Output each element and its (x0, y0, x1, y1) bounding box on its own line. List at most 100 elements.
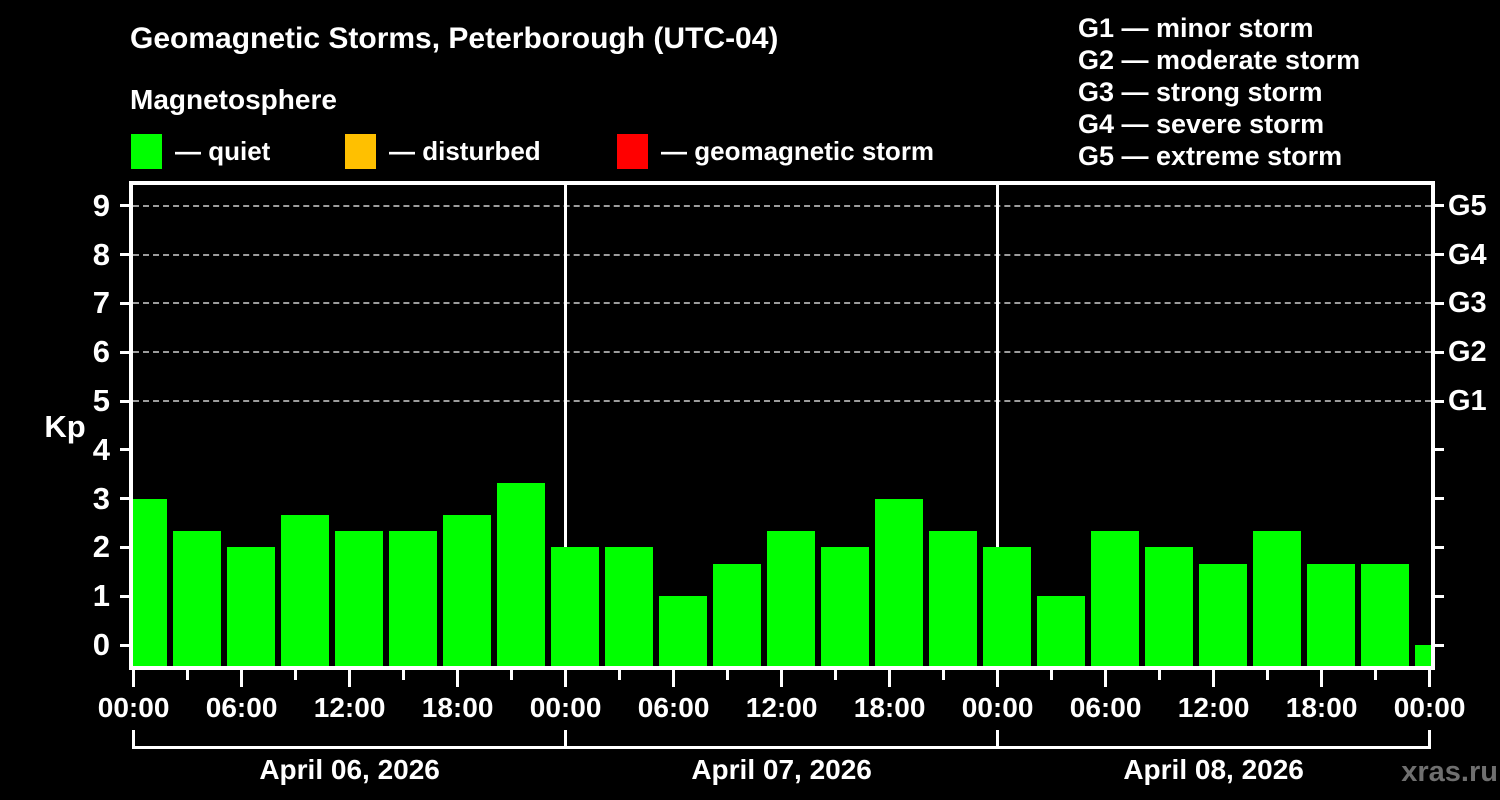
y-axis-tick-right (1435, 448, 1444, 452)
kp-bar (133, 498, 167, 666)
kp-bar (874, 498, 923, 666)
kp-bar (766, 531, 815, 666)
y-axis-tick-label: 2 (92, 529, 110, 565)
y-axis-tick-left (120, 594, 129, 598)
y-axis-tick-right (1435, 253, 1444, 257)
date-bracket-riser (564, 730, 568, 749)
g-scale-label-g4: G4 (1448, 238, 1487, 271)
x-axis-tick-label: 06:00 (205, 692, 278, 723)
x-axis-tick (618, 670, 622, 680)
x-axis-tick (1374, 670, 1378, 680)
storm-scale-line-g3: G3 — strong storm (1078, 77, 1323, 107)
y-axis-tick-label: 4 (92, 431, 110, 467)
storm-scale-line-g5: G5 — extreme storm (1078, 141, 1343, 171)
y-axis-tick-right (1435, 399, 1444, 403)
y-axis-tick-label: 3 (92, 480, 110, 516)
kp-bar (604, 547, 653, 666)
kp-bar (1252, 531, 1301, 666)
x-axis-tick (1050, 670, 1054, 680)
gridline-kp5 (133, 400, 1431, 402)
g-scale-label-g2: G2 (1448, 336, 1487, 369)
kp-bar (1036, 596, 1085, 666)
geomagnetic-storm-color-swatch (617, 133, 648, 169)
x-axis-tick-label: 18:00 (1285, 692, 1358, 723)
date-bracket-riser (132, 730, 136, 749)
date-bracket (133, 746, 1429, 749)
x-axis-tick (672, 670, 676, 687)
kp-bar (1306, 563, 1355, 666)
x-axis-tick (510, 670, 514, 680)
y-axis-tick-left (120, 399, 129, 403)
y-axis-tick-label: 6 (92, 334, 110, 370)
storm-scale-line-g4: G4 — severe storm (1078, 109, 1325, 139)
y-axis-tick-right (1435, 301, 1444, 305)
x-axis-tick (348, 670, 352, 687)
date-bracket-riser (996, 730, 1000, 749)
x-axis-tick-label: 18:00 (421, 692, 494, 723)
legend-item-disturbed: — disturbed (345, 133, 541, 169)
x-axis-tick (1266, 670, 1270, 680)
day-separator (996, 185, 1000, 666)
y-axis-tick-left (120, 545, 129, 549)
kp-bar (226, 547, 275, 666)
g-scale-label-g3: G3 (1448, 287, 1487, 320)
x-axis-tick (1320, 670, 1324, 687)
y-axis-tick-label: 1 (92, 578, 110, 614)
y-axis-tick-label: 7 (92, 285, 110, 321)
date-label: April 06, 2026 (259, 754, 440, 785)
kp-bar (712, 563, 761, 666)
y-axis-tick-right (1435, 204, 1444, 208)
g-scale-label-g1: G1 (1448, 385, 1487, 417)
storm-scale-line-g2: G2 — moderate storm (1078, 45, 1361, 75)
y-axis-tick-right (1435, 643, 1444, 647)
disturbed-color-swatch (345, 133, 376, 169)
x-axis-tick-label: 12:00 (745, 692, 818, 723)
x-axis-tick (1158, 670, 1162, 680)
y-axis-tick-label: 8 (92, 236, 110, 272)
x-axis-tick-label: 00:00 (529, 692, 602, 723)
chart-subtitle: Magnetosphere (130, 84, 337, 115)
x-axis-tick (834, 670, 838, 680)
y-axis-tick-right (1435, 545, 1444, 549)
y-axis-tick-left (120, 253, 129, 257)
y-axis-tick-label: 0 (92, 627, 110, 662)
x-axis-tick-label: 06:00 (637, 692, 710, 723)
watermark: xras.ru (1401, 756, 1498, 788)
x-axis-tick (186, 670, 190, 680)
kp-bar (1198, 563, 1247, 666)
x-axis-tick (942, 670, 946, 680)
legend-label-quiet: — quiet (175, 135, 271, 166)
y-axis-tick-label: 9 (92, 187, 110, 223)
x-axis-tick (402, 670, 406, 680)
x-axis-tick-label: 00:00 (97, 692, 170, 723)
y-axis-tick-left (120, 350, 129, 354)
x-axis-tick-label: 18:00 (853, 692, 926, 723)
kp-bar (496, 482, 545, 666)
y-axis-tick-right (1435, 594, 1444, 598)
x-axis-tick-label: 12:00 (313, 692, 386, 723)
x-axis-tick (726, 670, 730, 680)
day-separator (564, 185, 568, 666)
x-axis-tick (456, 670, 460, 687)
storm-scale-line-g1: G1 — minor storm (1078, 13, 1314, 43)
gridline-kp9 (133, 204, 1431, 207)
x-axis-tick-label: 06:00 (1069, 692, 1142, 723)
kp-bar (1360, 563, 1409, 666)
x-axis-tick (1104, 670, 1108, 687)
gridline-kp8 (133, 253, 1431, 256)
chart-title: Geomagnetic Storms, Peterborough (UTC-04… (130, 22, 779, 55)
y-axis-tick-right (1435, 350, 1444, 354)
y-axis-tick-right (1435, 497, 1444, 501)
kp-bar (388, 531, 437, 666)
plot-area (129, 181, 1435, 670)
kp-bar (982, 547, 1031, 666)
x-axis-tick (1428, 670, 1432, 687)
x-axis-tick (780, 670, 784, 687)
y-axis-title: Kp (44, 409, 86, 444)
x-axis-tick-label: 00:00 (961, 692, 1034, 723)
kp-bar (820, 547, 869, 666)
kp-bar (1414, 645, 1431, 666)
y-axis-tick-left (120, 497, 129, 501)
x-axis-tick (240, 670, 244, 687)
